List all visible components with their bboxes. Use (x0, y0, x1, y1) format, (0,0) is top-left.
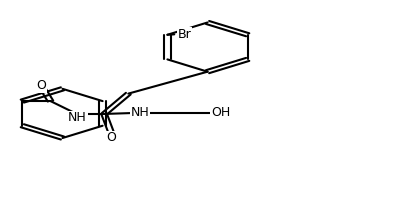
Text: Br: Br (177, 28, 191, 41)
Text: O: O (106, 131, 116, 144)
Text: O: O (36, 79, 46, 92)
Text: NH: NH (68, 111, 87, 124)
Text: NH: NH (131, 106, 150, 119)
Text: OH: OH (211, 106, 230, 119)
